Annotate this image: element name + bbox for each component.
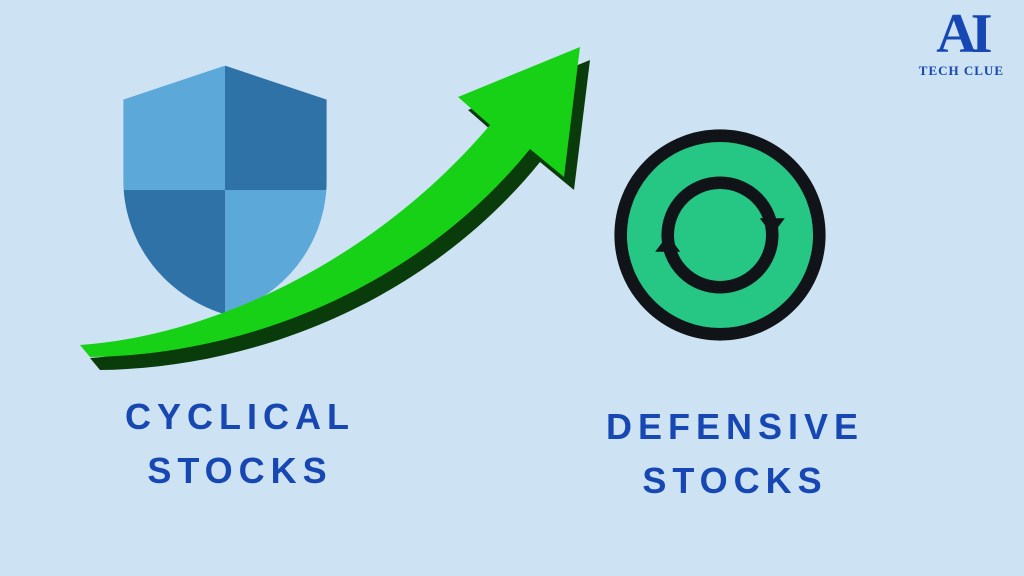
infographic-canvas: AI TECH CLUE	[0, 0, 1024, 576]
shield-icon	[110, 60, 340, 320]
cycle-icon	[605, 120, 835, 350]
defensive-stocks-label: DEFENSIVE STOCKS	[555, 400, 915, 508]
brand-logo: AI TECH CLUE	[919, 12, 1004, 79]
logo-main-text: AI	[919, 12, 1004, 57]
cyclical-stocks-label: CYCLICAL STOCKS	[70, 390, 410, 498]
logo-sub-text: TECH CLUE	[919, 63, 1004, 79]
